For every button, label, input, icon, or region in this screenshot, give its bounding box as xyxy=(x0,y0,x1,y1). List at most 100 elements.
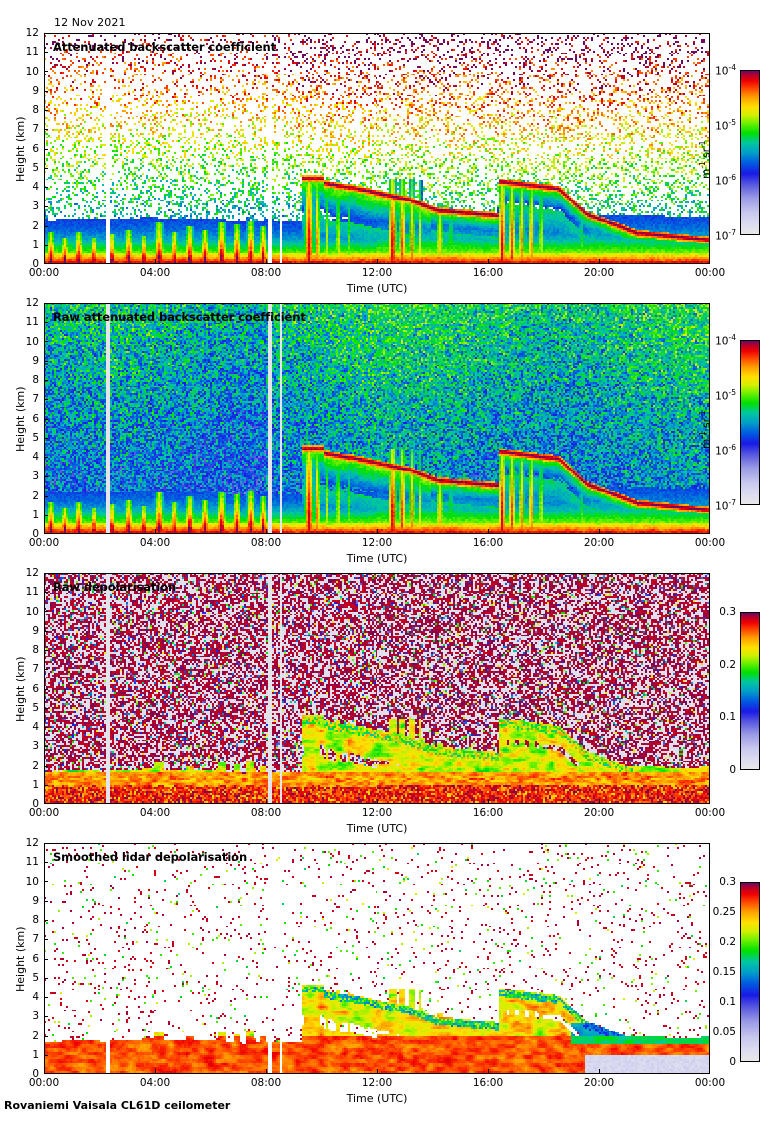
y-tick-label: 10 xyxy=(25,335,39,348)
x-tick-mark xyxy=(44,529,45,534)
y-tick-label: 5 xyxy=(32,701,39,714)
y-tick-label: 4 xyxy=(32,991,39,1003)
colorbar-tick-label: 10-6 xyxy=(715,442,736,458)
y-tick-label: 10 xyxy=(25,875,39,888)
x-tick-mark xyxy=(377,259,378,264)
x-tick-label: 00:00 xyxy=(694,1077,726,1089)
y-tick-mark xyxy=(44,457,48,458)
y-axis-label: Height (km) xyxy=(14,115,27,182)
x-tick-mark xyxy=(488,259,489,264)
y-tick-mark xyxy=(44,669,48,670)
y-tick-mark xyxy=(44,1016,48,1017)
x-tick-label: 20:00 xyxy=(583,537,615,549)
y-tick-label: 12 xyxy=(25,837,39,849)
x-tick-label: 04:00 xyxy=(139,267,171,279)
x-tick-mark xyxy=(377,1069,378,1074)
y-tick-mark xyxy=(44,438,48,439)
y-tick-label: 4 xyxy=(32,181,39,193)
y-tick-mark xyxy=(44,1036,48,1037)
plot-area-attenuated-backscatter: Attenuated backscatter coefficient xyxy=(44,33,710,264)
y-tick-label: 7 xyxy=(32,123,39,136)
colorbar-tick-label: 0.2 xyxy=(719,658,736,671)
y-tick-mark xyxy=(44,263,48,264)
colorbar-smoothed-lidar-depolarisation xyxy=(740,882,760,1062)
colorbar-tick-label: 0.15 xyxy=(712,966,736,978)
x-tick-mark xyxy=(488,1069,489,1074)
y-tick-label: 5 xyxy=(32,431,39,444)
x-tick-mark xyxy=(266,259,267,264)
y-axis-label: Height (km) xyxy=(14,385,27,452)
x-tick-mark xyxy=(266,1069,267,1074)
y-tick-label: 4 xyxy=(32,721,39,733)
y-tick-mark xyxy=(44,380,48,381)
y-tick-mark xyxy=(44,959,48,960)
y-tick-label: 3 xyxy=(32,740,39,753)
x-tick-label: 16:00 xyxy=(472,267,504,279)
colorbar-tick-label: 0.1 xyxy=(719,711,736,724)
x-tick-mark xyxy=(599,529,600,534)
y-tick-label: 5 xyxy=(32,971,39,984)
colorbar-tick-label: 0 xyxy=(729,764,736,776)
y-tick-mark xyxy=(44,1073,48,1074)
plot-area-raw-depolarisation: Raw depolarisation xyxy=(44,573,710,804)
y-tick-mark xyxy=(44,901,48,902)
x-tick-label: 16:00 xyxy=(472,537,504,549)
panel-raw-depolarisation: Raw depolarisation 0 1 2 3 4 5 6 7 8 9 10 11 12 00:00 0… xyxy=(0,567,780,864)
y-tick-mark xyxy=(44,419,48,420)
colorbar-tick-label: 0.05 xyxy=(712,1025,736,1038)
x-tick-label: 16:00 xyxy=(472,1077,504,1089)
x-tick-label: 00:00 xyxy=(28,1077,60,1089)
x-tick-label: 08:00 xyxy=(250,807,282,819)
y-tick-mark xyxy=(44,1055,48,1056)
colorbar-gradient xyxy=(741,341,759,504)
colorbar-gradient xyxy=(741,71,759,234)
y-tick-mark xyxy=(44,399,48,400)
y-tick-label: 11 xyxy=(25,316,39,329)
y-tick-label: 2 xyxy=(32,759,39,772)
y-tick-mark xyxy=(44,631,48,632)
x-axis-label: Time (UTC) xyxy=(346,282,408,295)
instrument-footer-label: Rovaniemi Vaisala CL61D ceilometer xyxy=(4,1099,231,1112)
y-tick-mark xyxy=(44,341,48,342)
x-tick-mark xyxy=(599,799,600,804)
y-tick-label: 0 xyxy=(32,528,39,540)
panel-title-raw-depolarisation: Raw depolarisation xyxy=(53,580,177,594)
y-tick-label: 8 xyxy=(32,104,39,116)
y-tick-label: 5 xyxy=(32,161,39,174)
y-tick-label: 9 xyxy=(32,624,39,637)
y-tick-mark xyxy=(44,226,48,227)
y-tick-mark xyxy=(44,997,48,998)
y-tick-mark xyxy=(44,978,48,979)
colorbar-raw-attenuated-backscatter xyxy=(740,340,760,505)
y-tick-mark xyxy=(44,110,48,111)
date-label: 12 Nov 2021 xyxy=(54,16,126,29)
y-tick-mark xyxy=(44,322,48,323)
y-tick-label: 1 xyxy=(32,238,39,251)
y-tick-label: 9 xyxy=(32,894,39,907)
y-tick-label: 7 xyxy=(32,663,39,676)
y-tick-mark xyxy=(44,187,48,188)
colorbar-unit-label: m-1 sr-1 xyxy=(698,140,713,179)
y-tick-mark xyxy=(44,52,48,53)
x-tick-label: 12:00 xyxy=(361,1077,393,1089)
colorbar-tick-label: 10-7 xyxy=(715,497,736,513)
panel-title-smoothed-lidar-depolarisation: Smoothed lidar depolarisation xyxy=(53,850,248,864)
y-tick-mark xyxy=(44,206,48,207)
y-tick-label: 11 xyxy=(25,586,39,599)
x-tick-label: 00:00 xyxy=(28,807,60,819)
y-tick-label: 0 xyxy=(32,798,39,810)
x-tick-label: 16:00 xyxy=(472,807,504,819)
y-tick-label: 9 xyxy=(32,84,39,97)
colorbar-tick-label: 10-6 xyxy=(715,172,736,188)
x-tick-label: 00:00 xyxy=(694,267,726,279)
x-tick-label: 00:00 xyxy=(694,807,726,819)
heatmap-raw-depolarisation xyxy=(45,574,709,803)
x-tick-label: 04:00 xyxy=(139,807,171,819)
y-tick-mark xyxy=(44,611,48,612)
y-tick-label: 10 xyxy=(25,65,39,78)
x-tick-mark xyxy=(488,799,489,804)
y-axis-label: Height (km) xyxy=(14,655,27,722)
y-tick-label: 2 xyxy=(32,219,39,232)
x-tick-mark xyxy=(44,1069,45,1074)
y-tick-label: 3 xyxy=(32,1010,39,1023)
